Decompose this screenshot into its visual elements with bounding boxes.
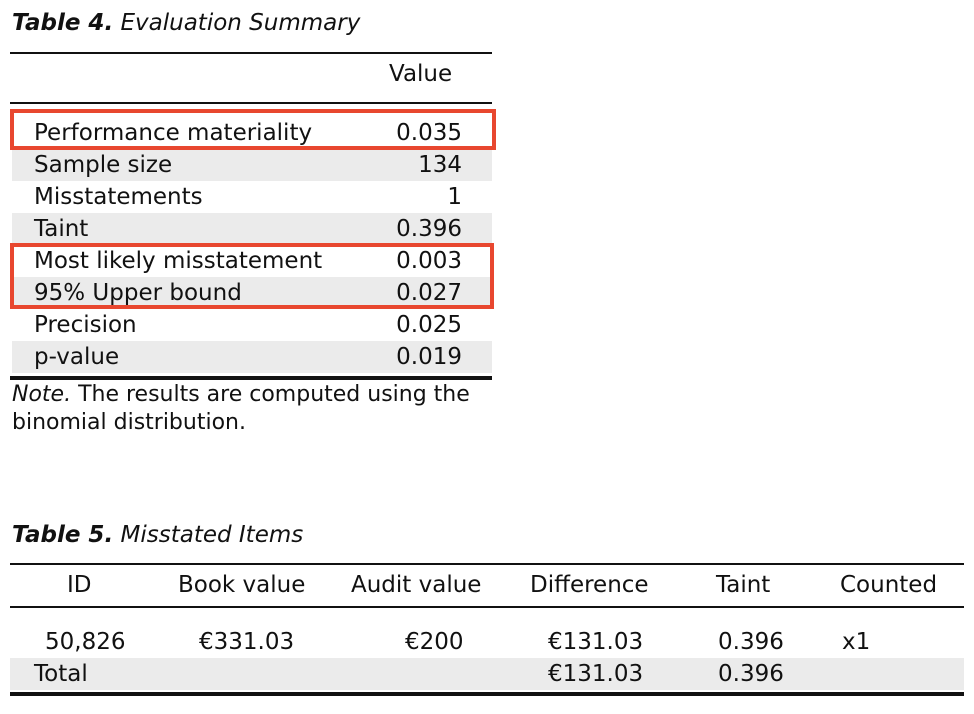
table4-header-rule <box>10 102 492 104</box>
table5-header-rule <box>10 606 964 608</box>
table4-row-value: 134 <box>418 152 462 178</box>
table4-caption: Table 4. Evaluation Summary <box>12 8 360 38</box>
table5-header-row: ID Book value Audit value Difference Tai… <box>0 569 974 601</box>
table5-cell-audit-value: €200 <box>405 629 464 655</box>
table-row: Misstatements 1 <box>12 181 492 213</box>
table5-cell-taint: 0.396 <box>718 629 784 655</box>
table-row: 95% Upper bound 0.027 <box>12 277 492 309</box>
table4-row-label: Performance materiality <box>34 120 313 146</box>
table4-note: Note. The results are computed using the… <box>12 381 482 437</box>
table5-header-id: ID <box>67 572 92 598</box>
table5-caption-number: Table 5. <box>12 522 114 548</box>
table4-row-label: Precision <box>34 312 137 338</box>
table4-row-label: Most likely misstatement <box>34 248 323 274</box>
table4-row-value: 0.027 <box>396 280 462 306</box>
table-row: 50,826 €331.03 €200 €131.03 0.396 x1 <box>10 626 964 658</box>
table4-row-label: Misstatements <box>34 184 203 210</box>
table4-bottom-rule <box>10 376 492 380</box>
table5-header-taint: Taint <box>716 572 771 598</box>
table4-value-header: Value <box>389 61 453 87</box>
table5-cell-book-value: €331.03 <box>199 629 295 655</box>
table-row: Taint 0.396 <box>12 213 492 245</box>
table4-caption-title: Evaluation Summary <box>120 10 361 36</box>
table5-caption-title: Misstated Items <box>120 522 304 548</box>
table4-row-value: 0.035 <box>396 120 462 146</box>
table4-caption-number: Table 4. <box>12 10 114 36</box>
table5-header-difference: Difference <box>530 572 649 598</box>
table5-top-rule <box>10 563 964 565</box>
table4-row-value: 0.396 <box>396 216 462 242</box>
table5-header-book-value: Book value <box>178 572 306 598</box>
table4-note-label: Note. <box>12 382 72 407</box>
table-row: Sample size 134 <box>12 149 492 181</box>
table-row: Performance materiality 0.035 <box>12 117 492 149</box>
table5-header-audit-value: Audit value <box>351 572 482 598</box>
table4-row-value: 0.019 <box>396 344 462 370</box>
table5-total-taint: 0.396 <box>718 661 784 687</box>
table5-caption: Table 5. Misstated Items <box>12 520 303 550</box>
table5-cell-id: 50,826 <box>45 629 126 655</box>
table-row: p-value 0.019 <box>12 341 492 373</box>
table4-top-rule <box>10 52 492 54</box>
table4-note-text: The results are computed using the binom… <box>12 382 470 435</box>
table5-header-counted: Counted <box>840 572 938 598</box>
table4-row-label: p-value <box>34 344 120 370</box>
table5-cell-difference: €131.03 <box>548 629 644 655</box>
table5-total-row: Total €131.03 0.396 <box>10 658 964 690</box>
table4-row-value: 0.003 <box>396 248 462 274</box>
table5-bottom-rule <box>10 692 964 696</box>
table4-row-value: 0.025 <box>396 312 462 338</box>
table4-row-label: Taint <box>34 216 89 242</box>
table4-row-value: 1 <box>447 184 462 210</box>
table-row: Most likely misstatement 0.003 <box>12 245 492 277</box>
table5-total-label: Total <box>34 661 88 687</box>
table-row: Precision 0.025 <box>12 309 492 341</box>
table5-cell-counted: x1 <box>842 629 871 655</box>
table4-row-label: Sample size <box>34 152 173 178</box>
table4-row-label: 95% Upper bound <box>34 280 242 306</box>
table5-total-difference: €131.03 <box>548 661 644 687</box>
